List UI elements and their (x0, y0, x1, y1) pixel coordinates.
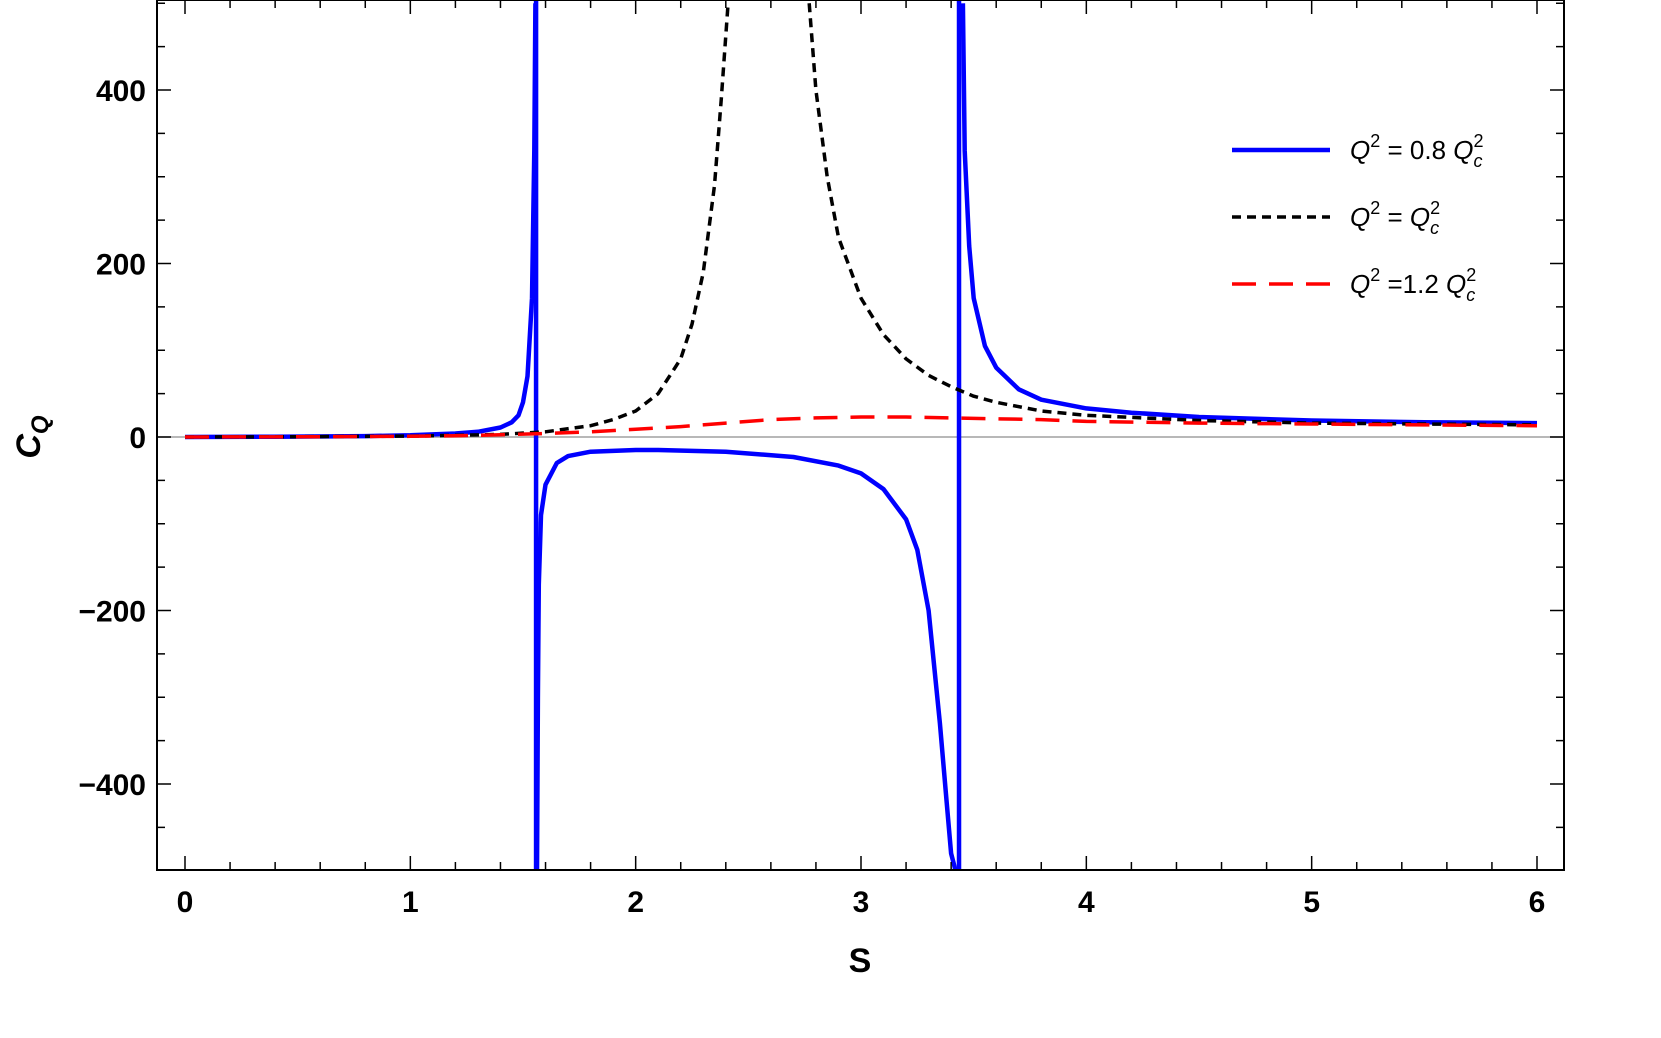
y-tick-label: 400 (96, 75, 146, 108)
svg-text:CQ: CQ (10, 415, 54, 459)
x-tick-label: 2 (627, 886, 644, 919)
tick-layer (157, 0, 1564, 870)
series-2-line-0 (184, 415, 1538, 439)
series-1 (184, 3, 1538, 439)
series-layer (184, 0, 1538, 870)
legend-label-1: Q2 = Q2 c (1350, 198, 1440, 238)
x-axis-title: S (849, 942, 872, 980)
series-2 (184, 415, 1538, 439)
series-1-line-0 (184, 3, 730, 439)
series-0-line-1 (534, 447, 958, 870)
x-tick-label: 4 (1078, 886, 1095, 919)
x-tick-label: 0 (177, 886, 194, 919)
legend-entry-1: Q2 = Q2 c (1232, 198, 1440, 238)
y-axis-title: CQ (10, 415, 54, 459)
series-1-line-1 (807, 3, 1538, 427)
y-axis-title-main: C (10, 434, 48, 459)
y-tick-label: −200 (78, 596, 146, 629)
legend-label-2: Q2 =1.2 Q2 c (1350, 265, 1476, 305)
legend-entry-0: Q2 = 0.8 Q2 c (1232, 131, 1484, 171)
series-0-line-2 (960, 3, 1538, 426)
y-axis-title-subscript: Q (27, 415, 54, 434)
tick-label-layer: 0 1 2 3 4 5 6 −400 −200 0 200 400 (78, 75, 1545, 919)
x-tick-label: 6 (1529, 886, 1546, 919)
x-tick-label: 1 (402, 886, 419, 919)
x-tick-label: 5 (1303, 886, 1320, 919)
y-tick-label: 0 (129, 422, 146, 455)
y-tick-label: −400 (78, 769, 146, 802)
legend-entry-2: Q2 =1.2 Q2 c (1232, 265, 1476, 305)
y-tick-label: 200 (96, 249, 146, 282)
legend: Q2 = 0.8 Q2 c Q2 = Q2 c Q2 =1.2 Q2 c (1232, 131, 1484, 305)
legend-label-0: Q2 = 0.8 Q2 c (1350, 131, 1484, 171)
x-tick-label: 3 (853, 886, 870, 919)
